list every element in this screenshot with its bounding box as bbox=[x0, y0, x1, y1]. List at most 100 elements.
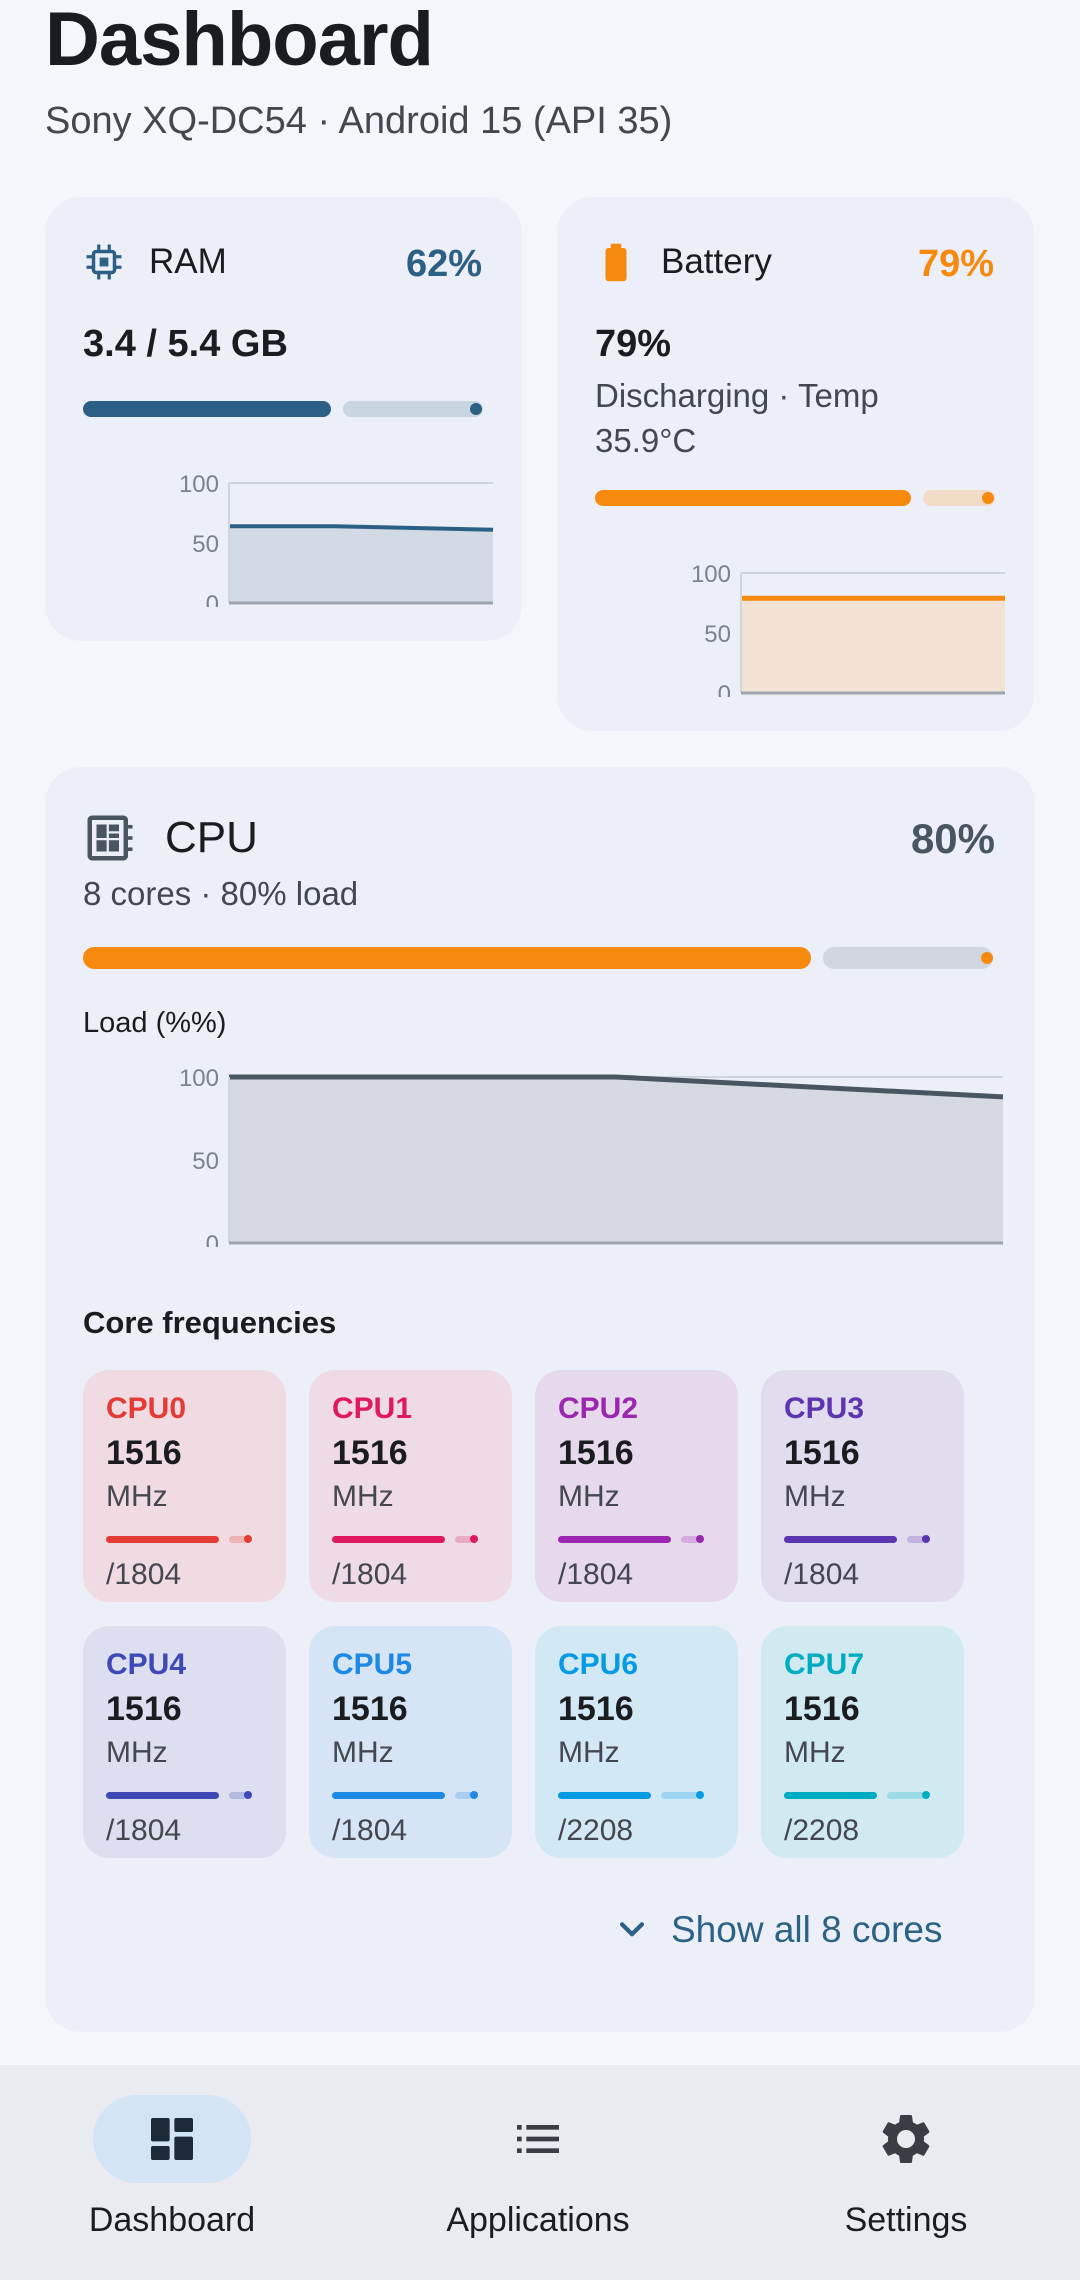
chart-series-line bbox=[229, 1074, 1004, 1100]
page-title: Dashboard bbox=[45, 0, 434, 82]
battery-label: Battery bbox=[661, 242, 772, 281]
core-frequency: 1516 bbox=[784, 1690, 860, 1728]
core-max-frequency: /1804 bbox=[106, 1558, 182, 1591]
core-frequency-bar bbox=[106, 1536, 219, 1543]
chart-area bbox=[229, 526, 493, 603]
core-name: CPU5 bbox=[332, 1648, 413, 1681]
chevron-down-icon bbox=[619, 1922, 645, 1937]
core-frequency-unit: MHz bbox=[106, 1736, 168, 1769]
cpu-load-track bbox=[823, 947, 993, 969]
chart-tick-label: 50 bbox=[192, 531, 219, 558]
core-name: CPU1 bbox=[332, 1392, 413, 1425]
core-tile: CPU4 1516 MHz/1804 bbox=[83, 1626, 286, 1858]
core-tile: CPU7 1516 MHz/2208 bbox=[761, 1626, 964, 1858]
core-name: CPU7 bbox=[784, 1648, 865, 1681]
cpu-load-end-dot bbox=[981, 952, 993, 964]
chip-icon bbox=[86, 244, 122, 280]
nav-label-dashboard: Dashboard bbox=[88, 2201, 256, 2239]
core-frequency-bar bbox=[106, 1792, 219, 1799]
core-frequency-bar bbox=[558, 1536, 671, 1543]
gear-icon bbox=[882, 2115, 930, 2163]
battery-history-chart: 100 50 0 bbox=[691, 561, 1005, 697]
chart-series-line bbox=[229, 524, 494, 532]
core-frequencies-label: Core frequencies bbox=[83, 1305, 337, 1340]
core-frequency: 1516 bbox=[332, 1690, 408, 1728]
cpu-summary: 8 cores · 80% load bbox=[83, 875, 359, 912]
ram-value: 3.4 / 5.4 GB bbox=[83, 323, 288, 365]
core-max-frequency: /1804 bbox=[332, 1558, 408, 1591]
list-icon bbox=[517, 2125, 559, 2153]
core-max-frequency: /1804 bbox=[332, 1814, 408, 1847]
chart-tick-label: 100 bbox=[179, 471, 219, 498]
cpu-chart-title: Load (%%) bbox=[83, 1007, 227, 1039]
cpu-card[interactable]: CPU 80% 8 cores · 80% load Load (%%) 100… bbox=[45, 767, 1035, 2032]
cpu-label: CPU bbox=[165, 813, 258, 862]
battery-level-track bbox=[923, 490, 995, 506]
ram-usage-bar bbox=[83, 401, 331, 417]
core-frequency: 1516 bbox=[558, 1690, 634, 1728]
core-frequency-track bbox=[907, 1536, 925, 1543]
core-frequency-end-dot bbox=[922, 1535, 930, 1543]
core-frequency-track bbox=[661, 1792, 699, 1799]
chart-area bbox=[229, 1077, 1003, 1243]
battery-icon bbox=[605, 243, 627, 282]
show-all-cores-button[interactable]: Show all 8 cores bbox=[615, 1900, 942, 1960]
core-frequency-end-dot bbox=[470, 1791, 478, 1799]
core-frequency: 1516 bbox=[106, 1434, 182, 1472]
show-all-cores-label: Show all 8 cores bbox=[671, 1909, 943, 1950]
ram-label: RAM bbox=[149, 242, 227, 281]
core-tile: CPU5 1516 MHz/1804 bbox=[309, 1626, 512, 1858]
chart-tick-label: 100 bbox=[179, 1065, 219, 1092]
chart-tick-label: 0 bbox=[206, 591, 219, 607]
core-frequency-track bbox=[229, 1536, 247, 1543]
core-frequency-unit: MHz bbox=[332, 1736, 394, 1769]
chart-area bbox=[741, 598, 1005, 693]
chart-tick-label: 0 bbox=[206, 1231, 219, 1247]
core-frequency-end-dot bbox=[922, 1791, 930, 1799]
battery-percent: 79% bbox=[917, 243, 994, 285]
core-name: CPU3 bbox=[784, 1392, 865, 1425]
core-tile: CPU2 1516 MHz/1804 bbox=[535, 1370, 738, 1602]
nav-item-dashboard[interactable]: Dashboard bbox=[22, 2095, 322, 2240]
core-frequency-bar bbox=[784, 1536, 897, 1543]
ram-history-chart: 100 50 0 bbox=[179, 471, 494, 607]
core-frequency-bar bbox=[784, 1792, 877, 1799]
core-tile: CPU6 1516 MHz/2208 bbox=[535, 1626, 738, 1858]
ram-usage-track bbox=[343, 401, 483, 417]
battery-value: 79% bbox=[595, 323, 672, 365]
battery-card[interactable]: Battery 79% 79% Discharging · Temp 35.9°… bbox=[557, 197, 1034, 731]
core-frequency-unit: MHz bbox=[106, 1480, 168, 1513]
core-max-frequency: /1804 bbox=[558, 1558, 634, 1591]
core-frequency: 1516 bbox=[558, 1434, 634, 1472]
nav-item-settings[interactable]: Settings bbox=[756, 2095, 1056, 2240]
core-frequency-track bbox=[455, 1536, 473, 1543]
processor-icon bbox=[87, 815, 133, 861]
core-max-frequency: /1804 bbox=[106, 1814, 182, 1847]
core-frequency-end-dot bbox=[696, 1791, 704, 1799]
core-frequency: 1516 bbox=[332, 1434, 408, 1472]
core-frequency-bar bbox=[332, 1792, 445, 1799]
battery-status: Discharging · Temp bbox=[595, 377, 879, 414]
device-subtitle: Sony XQ-DC54 · Android 15 (API 35) bbox=[45, 100, 673, 142]
core-max-frequency: /2208 bbox=[784, 1814, 860, 1847]
core-frequency-unit: MHz bbox=[558, 1480, 620, 1513]
core-frequency-track bbox=[887, 1792, 925, 1799]
ram-percent: 62% bbox=[405, 243, 482, 285]
core-frequency-track bbox=[681, 1536, 699, 1543]
core-frequency-bar bbox=[558, 1792, 651, 1799]
ram-usage-end-dot bbox=[470, 403, 482, 415]
nav-label-settings: Settings bbox=[844, 2201, 968, 2239]
core-max-frequency: /1804 bbox=[784, 1558, 860, 1591]
core-tile: CPU3 1516 MHz/1804 bbox=[761, 1370, 964, 1602]
core-frequency-end-dot bbox=[244, 1791, 252, 1799]
nav-item-applications[interactable]: Applications bbox=[388, 2095, 688, 2240]
core-frequency-bar bbox=[332, 1536, 445, 1543]
nav-label-applications: Applications bbox=[446, 2201, 630, 2239]
core-name: CPU4 bbox=[106, 1648, 187, 1681]
ram-card[interactable]: RAM 62% 3.4 / 5.4 GB 100 50 0 bbox=[45, 197, 522, 641]
cpu-percent: 80% bbox=[910, 815, 995, 862]
core-name: CPU6 bbox=[558, 1648, 639, 1681]
chart-tick-label: 50 bbox=[704, 621, 731, 648]
core-frequency-unit: MHz bbox=[332, 1480, 394, 1513]
cpu-load-chart: 100 50 0 bbox=[179, 1065, 1004, 1247]
